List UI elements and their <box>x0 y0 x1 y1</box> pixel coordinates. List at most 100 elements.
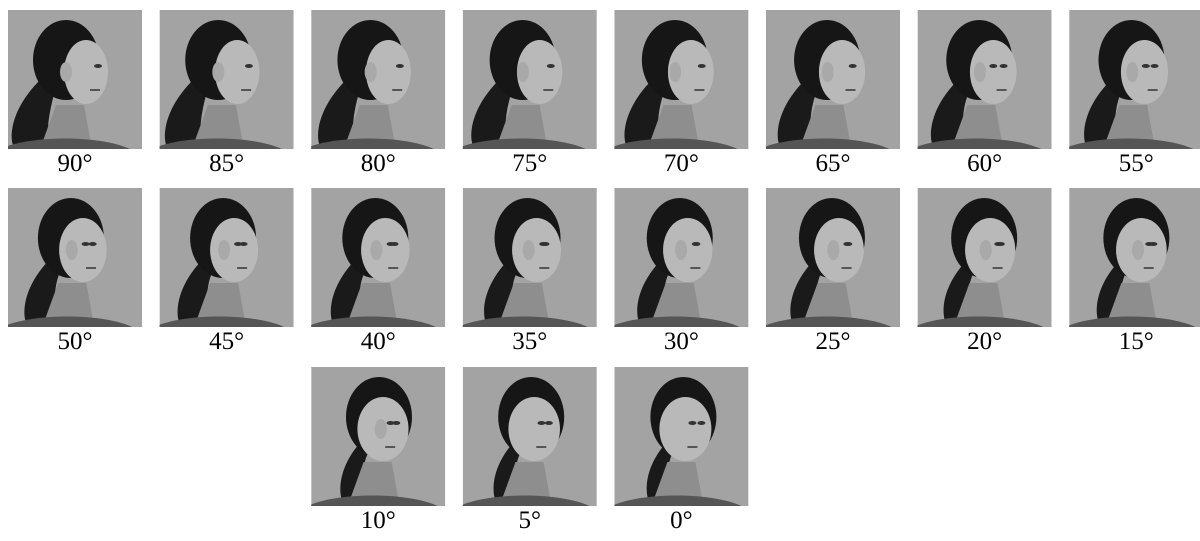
angle-label: 70° <box>664 150 699 177</box>
ear <box>827 240 839 260</box>
face-photo <box>611 367 748 506</box>
photo-content <box>152 10 294 149</box>
face <box>659 397 711 461</box>
ear <box>675 240 687 260</box>
face-photo <box>759 10 900 149</box>
photo-content <box>456 10 597 149</box>
eye <box>234 242 242 246</box>
eye <box>692 242 700 246</box>
eye <box>1149 242 1157 246</box>
eye <box>539 242 547 246</box>
ear <box>974 62 986 82</box>
photo-content <box>304 10 445 149</box>
angle-label: 0° <box>670 507 693 534</box>
ear <box>212 62 224 82</box>
ear <box>375 419 387 439</box>
eye <box>396 64 404 68</box>
face-photo <box>460 367 597 506</box>
ear <box>822 62 834 82</box>
photo-content <box>154 188 294 327</box>
face-photo <box>1063 10 1200 149</box>
eye <box>844 242 852 246</box>
ear <box>60 62 72 82</box>
ear <box>218 240 230 260</box>
eye <box>997 242 1005 246</box>
page: 90°85°80°75°70°65°60°55°50°45°40°35°30°2… <box>0 0 1200 541</box>
eye <box>849 64 857 68</box>
ear <box>1126 62 1138 82</box>
eye <box>1000 64 1008 68</box>
face-photo <box>152 10 294 149</box>
angle-label: 50° <box>58 328 93 355</box>
eye <box>547 64 555 68</box>
ear <box>370 240 382 260</box>
eye <box>545 421 553 425</box>
ear <box>523 240 535 260</box>
face <box>210 218 258 282</box>
eye <box>89 242 97 246</box>
face-photo <box>304 10 445 149</box>
ear <box>365 62 377 82</box>
eye <box>387 242 395 246</box>
face-photo <box>911 10 1051 149</box>
ear <box>66 240 78 260</box>
eye <box>989 64 997 68</box>
photo-content <box>610 188 749 327</box>
face-photo <box>610 188 749 327</box>
ear <box>980 240 992 260</box>
angle-label: 20° <box>967 328 1002 355</box>
eye <box>94 64 102 68</box>
photo-content <box>762 188 900 327</box>
angle-label: 85° <box>209 150 244 177</box>
angle-label: 10° <box>361 507 396 534</box>
photo-content <box>911 10 1051 149</box>
face-photo <box>608 10 749 149</box>
photo-content <box>458 188 597 327</box>
angle-label: 80° <box>361 150 396 177</box>
angle-label: 40° <box>361 328 396 355</box>
face <box>663 218 712 282</box>
angle-label: 65° <box>816 150 851 177</box>
angle-label: 45° <box>209 328 244 355</box>
photo-content <box>308 367 446 506</box>
face <box>361 218 409 282</box>
face-photo <box>458 188 597 327</box>
angle-label: 15° <box>1119 328 1154 355</box>
eye <box>245 64 253 68</box>
figure: 90°85°80°75°70°65°60°55°50°45°40°35°30°2… <box>0 0 1200 541</box>
angle-label: 5° <box>519 507 542 534</box>
eye <box>697 421 705 425</box>
eye <box>688 421 696 425</box>
eye <box>1151 64 1159 68</box>
ear <box>517 62 529 82</box>
photo-content <box>608 10 749 149</box>
angle-label: 30° <box>664 328 699 355</box>
angle-label: 60° <box>967 150 1002 177</box>
photo-content <box>1063 10 1200 149</box>
angle-label: 75° <box>512 150 547 177</box>
face <box>508 397 560 461</box>
eye <box>1142 64 1150 68</box>
face-photo <box>0 10 142 149</box>
photo-content <box>1065 188 1200 327</box>
photo-content <box>913 188 1051 327</box>
angle-label: 90° <box>58 150 93 177</box>
angle-label: 35° <box>512 328 547 355</box>
eye <box>392 421 400 425</box>
face-photo <box>456 10 597 149</box>
photo-content <box>2 188 142 327</box>
ear <box>669 62 681 82</box>
ear <box>1132 240 1144 260</box>
eye <box>537 421 545 425</box>
photo-content <box>0 10 142 149</box>
photo-content <box>611 367 748 506</box>
eye <box>698 64 706 68</box>
face-photo <box>1065 188 1200 327</box>
eye <box>82 242 90 246</box>
face-photo <box>762 188 900 327</box>
face-photo <box>2 188 142 327</box>
face <box>512 218 561 282</box>
face-photo <box>913 188 1051 327</box>
angle-label: 25° <box>816 328 851 355</box>
photo-content <box>759 10 900 149</box>
